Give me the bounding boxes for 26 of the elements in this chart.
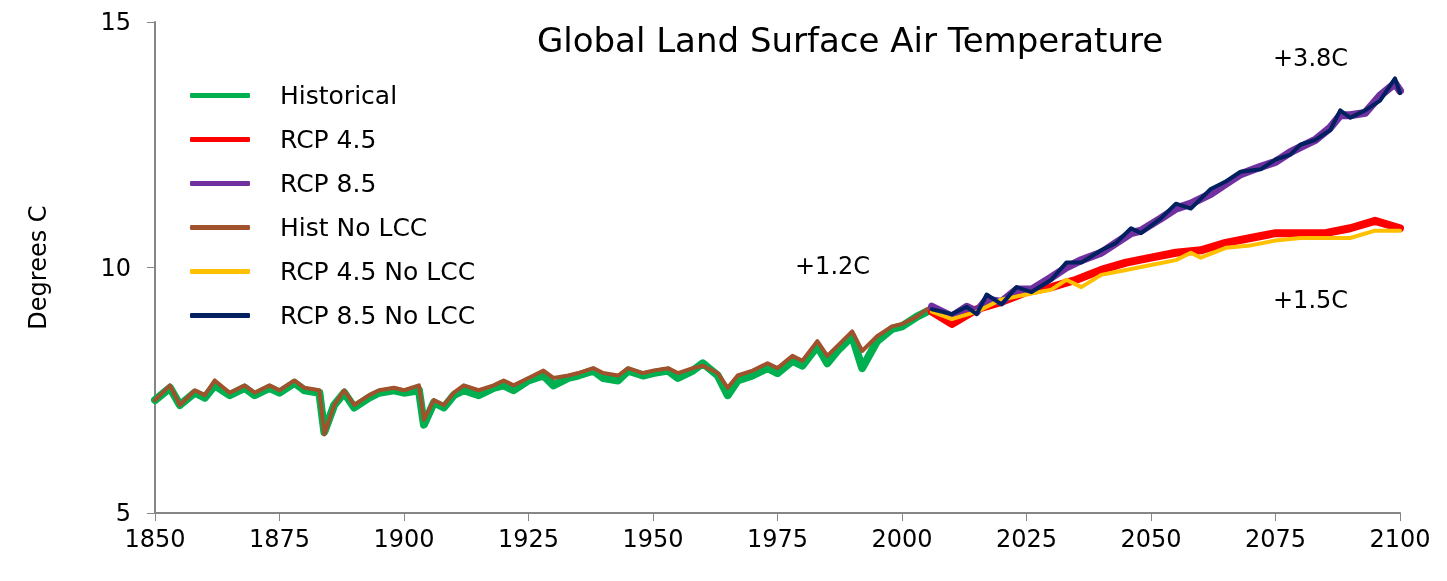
x-tick-label: 1975 [746,525,809,553]
legend-label: RCP 4.5 [280,125,377,154]
legend-label: RCP 4.5 No LCC [280,257,476,286]
x-tick-label: 1875 [248,525,311,553]
x-tick-label: 2000 [871,525,933,553]
x-tick-label: 1900 [373,525,435,553]
annotation: +1.5C [1273,286,1349,314]
x-tick-label: 2075 [1244,525,1307,553]
legend-label: Hist No LCC [280,213,428,242]
x-tick-label: 1925 [497,525,560,553]
x-tick-label: 2050 [1120,525,1182,553]
chart-title: Global Land Surface Air Temperature [536,20,1164,60]
x-tick-label: 1950 [622,525,684,553]
y-tick-label: 10 [100,253,131,282]
y-tick-label: 15 [100,8,131,36]
legend-label: RCP 8.5 [280,169,377,198]
annotation: +1.2C [795,252,871,280]
legend-label: RCP 8.5 No LCC [280,301,476,330]
x-tick-label: 1850 [124,525,186,553]
line-series [929,228,1402,322]
x-tick-label: 2100 [1369,525,1431,553]
y-axis-title: Degrees C [24,205,52,330]
legend-label: Historical [280,81,398,110]
y-tick-label: 5 [115,499,131,527]
annotation: +3.8C [1273,44,1349,72]
x-tick-label: 2025 [995,525,1058,553]
